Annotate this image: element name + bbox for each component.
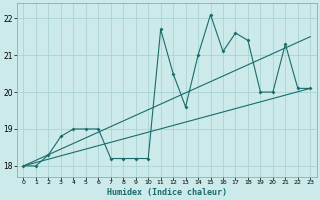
X-axis label: Humidex (Indice chaleur): Humidex (Indice chaleur) <box>107 188 227 197</box>
